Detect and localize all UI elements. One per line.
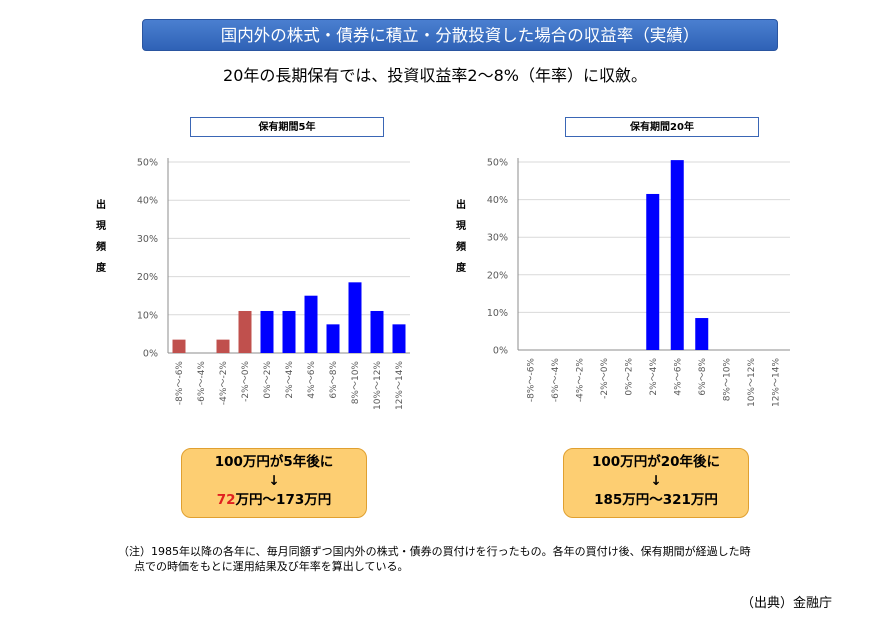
x-tick-label: -6%～-4% xyxy=(551,358,561,402)
x-tick-label: 12%～14% xyxy=(395,361,405,410)
callout-5yr: 100万円が5年後に ↓ 72万円～173万円 xyxy=(181,448,367,518)
ylabel-char: 度 xyxy=(96,263,106,274)
callout-20yr-range: 185万円～321万円 xyxy=(594,492,718,508)
chart-20yr: 0% 10% 20% 30% 40% 50% -8%～-6% -6%～-4% -4%～-2% -2… xyxy=(487,158,790,407)
y-tick-label: 50% xyxy=(487,158,508,169)
chart-5yr-ylabel: 出現頻度 xyxy=(94,195,108,279)
callout-5yr-line1: 100万円が5年後に xyxy=(214,454,334,470)
chart-20yr-title: 保有期間20年 xyxy=(565,117,759,137)
x-tick-label: -6%～-4% xyxy=(197,361,207,405)
ylabel-char: 現 xyxy=(456,221,466,232)
y-tick-label: 0% xyxy=(493,346,508,357)
chart-20yr-ylabel: 出現頻度 xyxy=(454,195,468,279)
x-tick-label: -2%～0% xyxy=(241,361,251,402)
source-credit: （出典）金融庁 xyxy=(741,596,833,611)
ylabel-char: 度 xyxy=(456,263,466,274)
callout-5yr-arrow: ↓ xyxy=(268,473,280,489)
callout-20yr-line1: 100万円が20年後に xyxy=(592,454,720,470)
x-tick-label: 2%～4% xyxy=(649,358,659,396)
chart-5yr-title: 保有期間5年 xyxy=(190,117,384,137)
x-tick-label: 6%～8% xyxy=(698,358,708,396)
bar xyxy=(392,324,406,353)
x-tick-label: 4%～6% xyxy=(673,358,683,396)
y-tick-label: 20% xyxy=(487,270,508,281)
bar xyxy=(370,310,384,353)
callout-5yr-range: 72万円～173万円 xyxy=(182,491,366,510)
callout-5yr-rest: 万円～173万円 xyxy=(235,492,332,508)
callout-5yr-low: 72 xyxy=(216,492,236,508)
y-tick-label: 10% xyxy=(137,310,158,321)
bar xyxy=(282,310,296,353)
ylabel-char: 出 xyxy=(96,200,106,211)
bar xyxy=(695,318,709,350)
ylabel-char: 出 xyxy=(456,200,466,211)
footnote-line2: 点での時価をもとに運用結果及び年率を算出している。 xyxy=(134,560,409,573)
chart-5yr: 0% 10% 20% 30% 40% 50% -8%～-6% -6%～-4% -4%～-2% -2… xyxy=(137,158,410,410)
x-tick-label: 10%～12% xyxy=(747,358,757,407)
page-subtitle: 20年の長期保有では、投資収益率2～8%（年率）に収斂。 xyxy=(223,66,647,85)
bar xyxy=(646,193,660,350)
footnote-line1: （注）1985年以降の各年に、毎月同額ずつ国内外の株式・債券の買付けを行ったもの… xyxy=(118,545,751,558)
footnote: （注）1985年以降の各年に、毎月同額ずつ国内外の株式・債券の買付けを行ったもの… xyxy=(118,544,818,574)
x-tick-label: -4%～-2% xyxy=(219,361,229,405)
y-tick-label: 0% xyxy=(143,349,158,360)
x-tick-label: 8%～10% xyxy=(722,358,732,402)
x-tick-label: 6%～8% xyxy=(329,361,339,399)
bar xyxy=(670,160,684,350)
x-tick-label: -2%～0% xyxy=(600,358,610,399)
x-tick-label: 2%～4% xyxy=(285,361,295,399)
ylabel-char: 頻 xyxy=(96,242,106,253)
y-tick-label: 20% xyxy=(137,272,158,283)
x-tick-label: -8%～-6% xyxy=(526,358,536,402)
y-tick-label: 40% xyxy=(137,196,158,207)
ylabel-char: 現 xyxy=(96,221,106,232)
y-tick-label: 50% xyxy=(137,158,158,169)
bar xyxy=(304,295,318,353)
y-tick-label: 40% xyxy=(487,195,508,206)
x-tick-label: 4%～6% xyxy=(307,361,317,399)
x-tick-label: -8%～-6% xyxy=(175,361,185,405)
page-title-banner: 国内外の株式・債券に積立・分散投資した場合の収益率（実績） xyxy=(142,19,778,51)
ylabel-char: 頻 xyxy=(456,242,466,253)
bar xyxy=(172,339,186,353)
bar xyxy=(238,310,252,353)
x-tick-label: -4%～-2% xyxy=(575,358,585,402)
x-tick-label: 12%～14% xyxy=(771,358,781,407)
bar xyxy=(216,339,230,353)
x-tick-label: 8%～10% xyxy=(351,361,361,405)
x-tick-label: 0%～2% xyxy=(263,361,273,399)
callout-20yr: 100万円が20年後に ↓ 185万円～321万円 xyxy=(563,448,749,518)
bar xyxy=(260,310,274,353)
y-tick-label: 10% xyxy=(487,308,508,319)
y-tick-label: 30% xyxy=(137,234,158,245)
bar xyxy=(348,282,362,353)
y-tick-label: 30% xyxy=(487,233,508,244)
x-tick-label: 0%～2% xyxy=(624,358,634,396)
callout-20yr-arrow: ↓ xyxy=(650,473,662,489)
x-tick-label: 10%～12% xyxy=(373,361,383,410)
bar xyxy=(326,324,340,353)
